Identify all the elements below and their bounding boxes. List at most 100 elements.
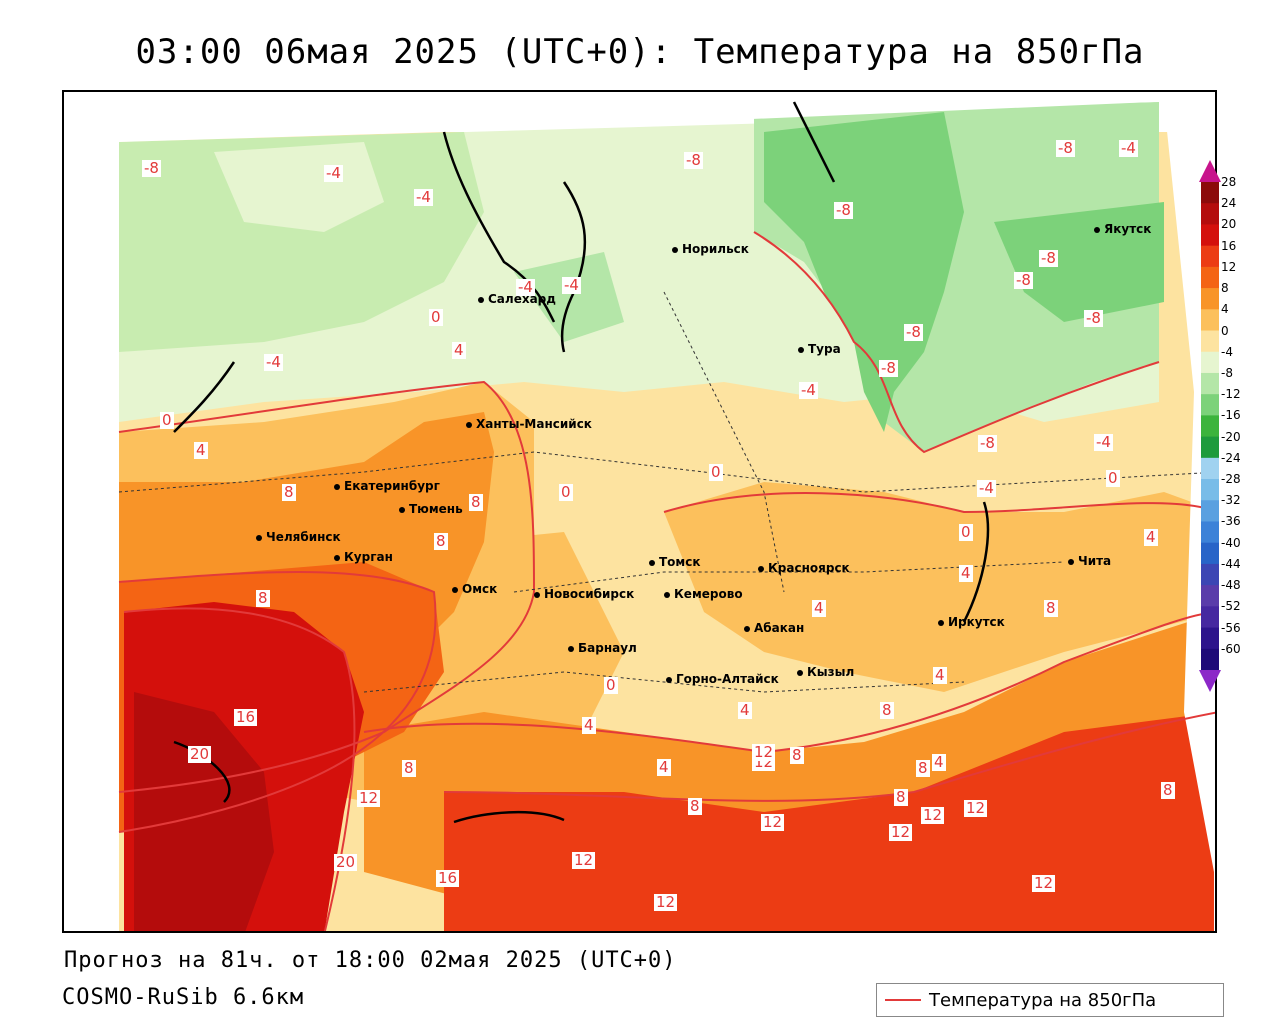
contour-label: 8 [790,746,804,764]
contour-label: -8 [684,151,703,169]
isotherm-minus8 [753,231,1160,454]
contour-label: 4 [933,666,947,684]
colorbar-swatch [1201,245,1219,268]
isotherm-16 [123,607,356,931]
colorbar-tick-label: -56 [1221,620,1241,635]
city-novosibirsk[interactable]: Новосибирск [534,587,634,601]
legend-line-swatch [885,999,921,1001]
contour-label: 16 [436,869,460,887]
contour-label: 4 [812,599,826,617]
colorbar-swatch [1201,224,1219,247]
contour-label: 4 [582,716,596,734]
city-omsk[interactable]: Омск [452,582,497,596]
colorbar-swatch [1201,542,1219,565]
contour-label: -4 [562,276,581,294]
colorbar-tick-label: 16 [1221,238,1237,253]
colorbar-swatch [1201,288,1219,310]
contour-label: -8 [834,201,853,219]
colorbar-swatch [1201,563,1219,586]
city-kemerovo[interactable]: Кемерово [664,587,743,601]
colorbar-tick-label: -4 [1221,344,1233,359]
contour-label: 8 [916,759,930,777]
isotherm-4 [118,380,536,793]
contour-label: 12 [357,789,381,807]
city-krasnoyarsk[interactable]: Красноярск [758,561,850,575]
colorbar-bottom-arrow [1199,670,1221,692]
colorbar-tick-label: -36 [1221,514,1241,529]
colorbar-swatch [1201,436,1219,459]
contour-label: -4 [516,278,535,296]
colorbar-tick-label: -48 [1221,578,1241,593]
city-salekhard[interactable]: Салехард [478,292,556,306]
colorbar-swatch [1201,521,1219,544]
legend-label: Температура на 850гПа [929,989,1157,1011]
forecast-info: Прогноз на 81ч. от 18:00 02мая 2025 (UTC… [64,948,677,973]
city-irkutsk[interactable]: Иркутск [938,615,1005,629]
colorbar-swatch [1201,415,1219,438]
city-abakan[interactable]: Абакан [744,621,804,635]
colorbar-swatch [1201,266,1219,289]
contour-label: 4 [959,564,973,582]
city-khanty-mansiysk[interactable]: Ханты-Мансийск [466,417,592,431]
city-chelyabinsk[interactable]: Челябинск [256,530,341,544]
contour-label: -8 [904,323,923,341]
city-yakutsk[interactable]: Якутск [1094,222,1151,236]
city-tura[interactable]: Тура [798,342,841,356]
temperature-zone-4-8-east [664,482,1215,692]
city-barnaul[interactable]: Барнаул [568,641,637,655]
contour-label: 20 [188,745,212,763]
temperature-zone-20-plus [134,692,274,931]
contour-label: 0 [709,463,723,481]
colorbar-tick-label: 24 [1221,196,1237,211]
colorbar-tick-label: -16 [1221,408,1241,423]
coastline-taymyr [792,101,836,183]
map-area[interactable]: Норильск Салехард Тура Якутск Ханты-Манс… [62,90,1217,933]
colorbar-tick-label: -44 [1221,556,1241,571]
contour-label: -4 [414,188,433,206]
colorbar-tick-label: -40 [1221,535,1241,550]
contour-label: 16 [234,708,258,726]
city-kyzyl[interactable]: Кызыл [797,665,854,679]
city-chita[interactable]: Чита [1068,554,1111,568]
contour-label: 12 [964,799,988,817]
colorbar-tick-label: -28 [1221,472,1241,487]
contour-label: 4 [1144,528,1158,546]
contour-label: 0 [559,483,573,501]
city-kurgan[interactable]: Курган [334,550,393,564]
isotherms [118,231,1215,931]
colorbar-swatch [1201,648,1219,671]
contour-label: 4 [738,701,752,719]
contour-label: -4 [264,353,283,371]
contour-label: 8 [469,493,483,511]
contour-label: 12 [761,813,785,831]
colorbar-top-arrow [1199,160,1221,182]
lake-issykkul [453,810,565,824]
city-norilsk[interactable]: Норильск [672,242,749,256]
contour-label: 20 [334,853,358,871]
contour-label: 12 [572,851,596,869]
colorbar-swatch [1201,372,1219,395]
outside-domain-east [1154,92,1215,931]
colorbar-tick-label: -60 [1221,641,1241,656]
contour-label: 0 [959,523,973,541]
city-tyumen[interactable]: Тюмень [399,502,463,516]
contour-label: -4 [799,381,818,399]
colorbar-swatch [1201,203,1219,225]
temperature-zone-minus12 [764,112,964,432]
contour-label: 12 [921,806,945,824]
lake-baikal [962,501,990,623]
contour-label: 4 [452,341,466,359]
contour-label: 8 [894,788,908,806]
city-gorno-altaysk[interactable]: Горно-Алтайск [666,672,779,686]
contour-label: 0 [160,411,174,429]
city-ekaterinburg[interactable]: Екатеринбург [334,479,440,493]
temperature-zone-west-cold [119,132,484,352]
colorbar-swatch [1201,627,1219,650]
city-tomsk[interactable]: Томск [649,555,701,569]
contour-label: 4 [194,441,208,459]
contour-label: -8 [978,434,997,452]
colorbar-tick-label: 4 [1221,302,1229,317]
temperature-zone-west-cold-b [214,142,384,232]
colorbar-tick-label: -12 [1221,387,1241,402]
colorbar-swatch [1201,500,1219,522]
